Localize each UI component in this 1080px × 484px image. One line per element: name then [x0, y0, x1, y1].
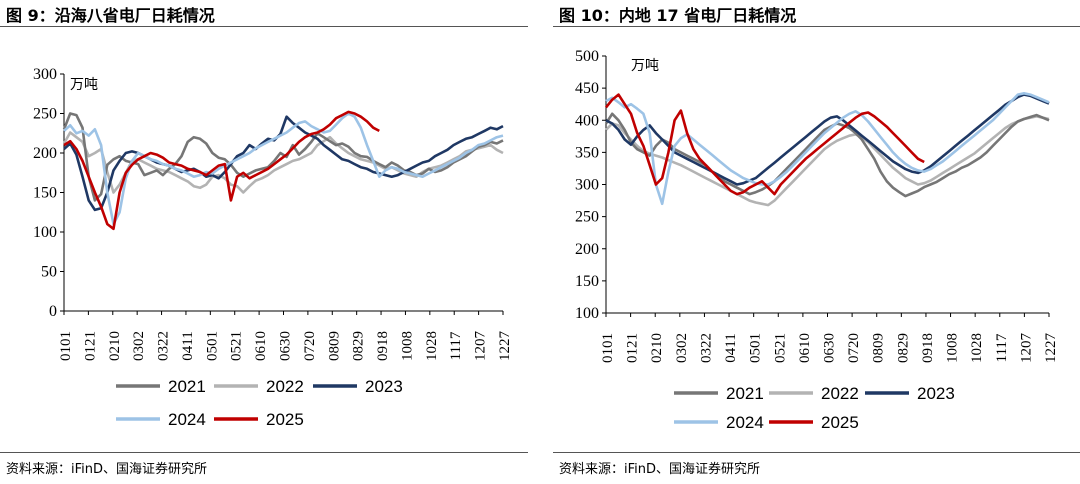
inland-consumption-chart: 100 150 200 250 300 350 400 450 500 万吨 0101 0121 021… [575, 48, 1059, 432]
x-tick-label: 0521 [229, 331, 245, 361]
x-tick-label: 0121 [82, 331, 98, 361]
x-tick-label: 1008 [399, 331, 415, 361]
x-tick-label: 0630 [822, 333, 838, 363]
x-tick-label: 1028 [424, 331, 440, 361]
y-tick-label: 0 [49, 303, 57, 320]
x-tick-label: 0411 [723, 333, 739, 362]
x-tick-label: 0610 [253, 331, 269, 361]
y-tick-label: 200 [33, 145, 57, 162]
figure-9-label: 图 9： [6, 6, 55, 25]
coastal-consumption-chart: 0 50 100 150 200 250 300 万吨 0101 0121 0210 0302 0322… [33, 66, 513, 429]
unit-label: 万吨 [70, 77, 98, 93]
x-tick-label: 0630 [278, 331, 294, 361]
series-line-2022 [605, 115, 1050, 207]
x-tick-label: 0322 [156, 331, 172, 361]
figure-9-title: 图 9：沿海八省电厂日耗情况 [6, 2, 215, 26]
series-line-2021 [62, 112, 504, 202]
y-tick-label: 200 [575, 241, 599, 258]
x-tick-label: 0521 [772, 333, 788, 363]
y-tick-label: 150 [33, 185, 57, 202]
title-divider [0, 26, 528, 27]
x-tick-label: 1008 [945, 333, 961, 363]
x-tick-label: 0210 [649, 333, 665, 363]
y-tick-label: 450 [575, 80, 599, 97]
x-tick-label: 0210 [107, 331, 123, 361]
y-tick-label: 250 [33, 106, 57, 123]
x-tick-label: 0809 [871, 333, 887, 363]
x-tick-label: 0121 [625, 333, 641, 363]
x-tick-label: 0501 [748, 333, 764, 363]
figure-10-label: 图 10： [559, 6, 619, 25]
y-tick-label: 100 [33, 224, 57, 241]
x-tick-label: 0809 [326, 331, 342, 361]
figure-10-panel: 图 10：内地 17 省电厂日耗情况 100 150 200 250 300 350 400… [553, 0, 1080, 484]
x-tick-label: 1227 [497, 331, 513, 362]
legend-label-2025: 2025 [266, 410, 304, 429]
x-tick-label: 0302 [674, 333, 690, 363]
series-line-2021 [604, 112, 1050, 198]
unit-label: 万吨 [631, 58, 659, 74]
y-tick-label: 350 [575, 144, 599, 161]
x-tick-label: 1028 [969, 333, 985, 363]
figure-9-title-text: 沿海八省电厂日耗情况 [54, 6, 215, 25]
figure-10-title: 图 10：内地 17 省电厂日耗情况 [559, 2, 796, 26]
y-tick-label: 300 [33, 66, 57, 83]
figure-10-title-text: 内地 17 省电厂日耗情况 [618, 6, 797, 25]
x-tick-label: 0411 [180, 331, 196, 360]
y-tick-label: 50 [41, 264, 57, 281]
x-tick-label: 0829 [895, 333, 911, 363]
x-tick-label: 0918 [920, 333, 936, 363]
y-tick-label: 300 [575, 177, 599, 194]
x-tick-label: 0918 [375, 331, 391, 361]
y-tick-label: 150 [575, 273, 599, 290]
legend-label-2022: 2022 [266, 377, 304, 396]
x-tick-label: 0610 [797, 333, 813, 363]
legend-label-2024: 2024 [726, 413, 764, 432]
x-tick-label: 0720 [846, 333, 862, 363]
x-tick-label: 1117 [994, 333, 1010, 362]
legend-label-2025: 2025 [821, 413, 859, 432]
series-line-2024 [605, 92, 1050, 206]
legend-label-2024: 2024 [168, 410, 206, 429]
legend-label-2022: 2022 [821, 384, 859, 403]
x-tick-label: 0720 [302, 331, 318, 361]
y-tick-label: 100 [575, 305, 599, 322]
figure-9-panel: 图 9：沿海八省电厂日耗情况 0 50 100 150 200 250 300 万吨 0101 0… [0, 2, 528, 477]
legend-label-2023: 2023 [365, 377, 403, 396]
y-tick-label: 400 [575, 112, 599, 129]
x-tick-label: 0302 [131, 331, 147, 361]
source-note: 资料来源：iFinD、国海证券研究所 [6, 462, 208, 477]
series-line-2025 [63, 110, 380, 231]
x-tick-label: 1207 [1018, 333, 1034, 364]
legend-label-2021: 2021 [726, 384, 764, 403]
source-note: 资料来源：iFinD、国海证券研究所 [559, 462, 761, 477]
y-tick-label: 250 [575, 209, 599, 226]
x-tick-label: 1207 [473, 330, 489, 361]
legend-label-2023: 2023 [917, 384, 955, 403]
x-tick-label: 0101 [600, 333, 616, 363]
series-line-2023 [605, 93, 1050, 186]
x-tick-label: 0322 [698, 333, 714, 363]
series-line-2024 [63, 112, 504, 226]
x-tick-label: 0501 [204, 331, 220, 361]
x-tick-label: 0101 [58, 331, 74, 361]
y-tick-label: 500 [575, 48, 599, 65]
x-tick-label: 1117 [448, 331, 464, 360]
series-line-2025 [604, 93, 925, 196]
legend-label-2021: 2021 [168, 377, 206, 396]
source-divider [0, 452, 528, 453]
source-divider [553, 452, 1080, 453]
x-tick-label: 0829 [351, 331, 367, 361]
x-tick-label: 1227 [1043, 333, 1059, 364]
title-divider [553, 26, 1080, 27]
